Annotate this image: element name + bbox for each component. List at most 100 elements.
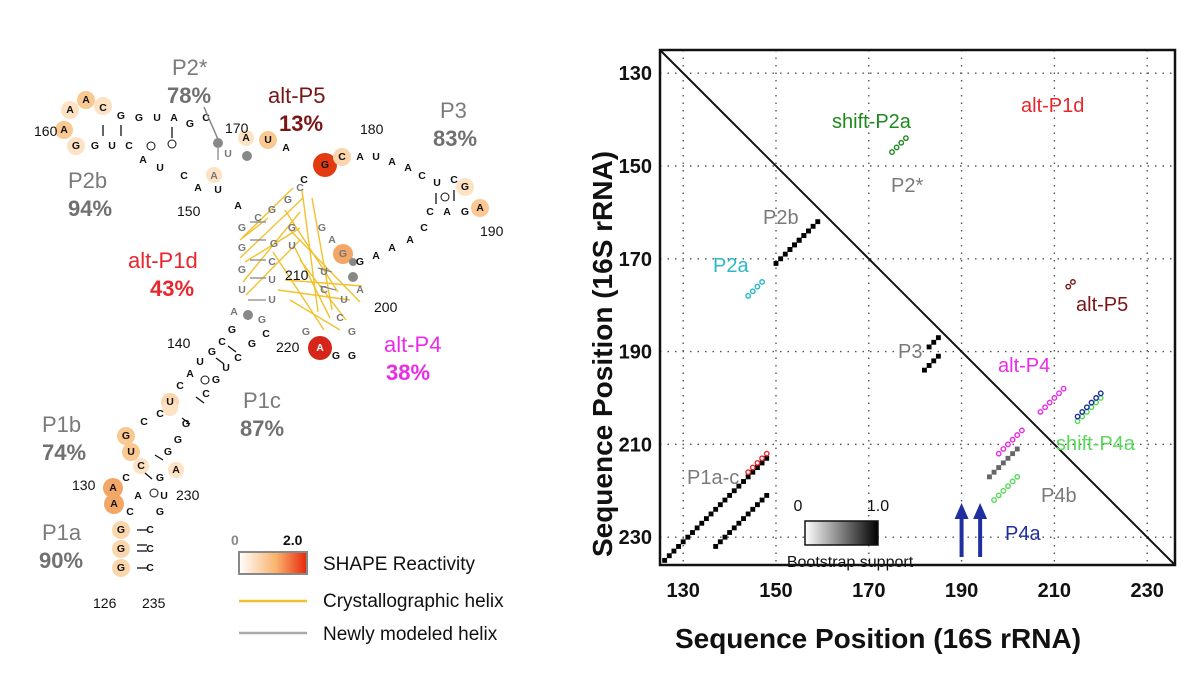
chart-frame <box>658 48 1177 567</box>
helix-cell <box>717 502 723 508</box>
helix-cell <box>759 460 765 466</box>
colorbar-label: Bootstrap support <box>787 554 914 571</box>
pos-170: 170 <box>225 120 249 136</box>
svg-text:U: U <box>153 112 161 124</box>
chart-ticks: 130 130 150 150 170 170 190 190 210 210 230 230 <box>619 63 1164 602</box>
circled-cell <box>898 139 905 146</box>
circled-cell <box>745 469 752 476</box>
svg-text:A: A <box>372 250 380 262</box>
circled-cell <box>995 492 1002 499</box>
svg-text:G: G <box>268 204 276 216</box>
helix-cell <box>722 534 728 540</box>
pos-126: 126 <box>93 595 117 611</box>
helix-cell <box>745 474 751 480</box>
svg-text:P1b: P1b <box>42 412 81 437</box>
svg-text:A: A <box>406 234 414 246</box>
svg-text:G: G <box>186 118 194 130</box>
circled-cell <box>754 283 761 290</box>
svg-text:A: A <box>282 142 290 154</box>
annot-p2a: P2a <box>713 255 749 277</box>
helix-cell <box>796 237 802 243</box>
svg-text:C: C <box>99 102 107 114</box>
svg-text:G: G <box>212 374 220 386</box>
helix-cell <box>699 520 705 526</box>
svg-text:C: C <box>146 524 154 536</box>
svg-text:38%: 38% <box>386 360 430 385</box>
svg-text:P2*: P2* <box>172 55 208 80</box>
circled-cell <box>759 279 765 285</box>
svg-text:G: G <box>284 194 292 206</box>
svg-text:A: A <box>109 482 117 494</box>
circled-cell <box>1018 427 1025 434</box>
svg-text:A: A <box>476 202 484 214</box>
helix-label-p1a: P1a 90% <box>39 520 83 573</box>
svg-text:A: A <box>242 132 250 144</box>
helix-cell <box>731 525 737 531</box>
svg-text:C: C <box>336 312 344 324</box>
helix-cell <box>801 233 807 239</box>
helix-label-p3: P3 83% <box>433 98 477 151</box>
chart-circled-cells <box>745 135 1104 503</box>
position-arrows <box>954 503 988 557</box>
circled-cell <box>1042 404 1049 411</box>
pos-180: 180 <box>360 121 384 137</box>
svg-text:P1c: P1c <box>243 388 281 413</box>
svg-text:A: A <box>356 284 364 296</box>
svg-text:G: G <box>174 434 182 446</box>
circled-cell <box>1079 408 1086 415</box>
circled-cell <box>1083 404 1090 411</box>
svg-text:G: G <box>339 248 347 260</box>
svg-text:G: G <box>356 256 364 268</box>
circled-cell <box>1070 279 1076 285</box>
circled-cell <box>1093 399 1100 406</box>
svg-text:C: C <box>338 151 346 163</box>
pair-ticks <box>102 125 455 569</box>
helix-cell <box>727 492 733 498</box>
svg-text:A: A <box>186 368 194 380</box>
svg-text:alt-P4: alt-P4 <box>384 332 441 357</box>
circled-cell <box>902 135 909 142</box>
svg-text:A: A <box>60 124 68 136</box>
helix-cell <box>694 525 700 531</box>
circled-cell <box>1005 441 1011 448</box>
annot-shift-p2a: shift-P2a <box>832 111 912 133</box>
circled-cell <box>1014 473 1021 480</box>
svg-text:P3: P3 <box>440 98 467 123</box>
circled-cell <box>749 464 756 471</box>
svg-text:A: A <box>443 206 451 218</box>
svg-text:A: A <box>110 498 118 510</box>
svg-text:G: G <box>248 338 256 350</box>
y-tick-label: 190 <box>619 342 652 364</box>
svg-text:C: C <box>420 222 428 234</box>
helix-cell <box>741 479 746 484</box>
circled-cell <box>1051 395 1058 401</box>
svg-text:C: C <box>137 460 145 472</box>
svg-text:C: C <box>418 170 426 182</box>
annot-p2star: P2* <box>891 175 923 197</box>
circled-cell <box>1060 385 1067 392</box>
svg-text:G: G <box>288 222 296 234</box>
helix-cell <box>1005 455 1011 461</box>
gray-pair-ticks <box>217 148 337 301</box>
nucleotides: A A C G G U A G C A G G U C A U C A U A … <box>60 94 484 574</box>
chart-diagonal <box>659 49 1176 566</box>
svg-text:C: C <box>218 336 226 348</box>
svg-text:U: U <box>340 294 348 306</box>
helix-cell <box>685 534 691 540</box>
svg-text:G: G <box>332 350 340 362</box>
svg-text:P1a: P1a <box>42 520 82 545</box>
circled-cell <box>1074 418 1081 425</box>
svg-text:U: U <box>196 356 204 368</box>
svg-text:C: C <box>146 543 154 555</box>
svg-text:G: G <box>238 222 246 234</box>
svg-text:C: C <box>202 388 210 400</box>
svg-text:G: G <box>318 222 326 234</box>
circled-cell <box>889 149 895 155</box>
helix-cell <box>935 353 941 359</box>
annot-p4a: P4a <box>1005 523 1041 545</box>
svg-text:G: G <box>258 314 266 326</box>
svg-text:U: U <box>372 151 380 163</box>
svg-text:U: U <box>224 148 232 160</box>
svg-text:A: A <box>210 170 218 182</box>
